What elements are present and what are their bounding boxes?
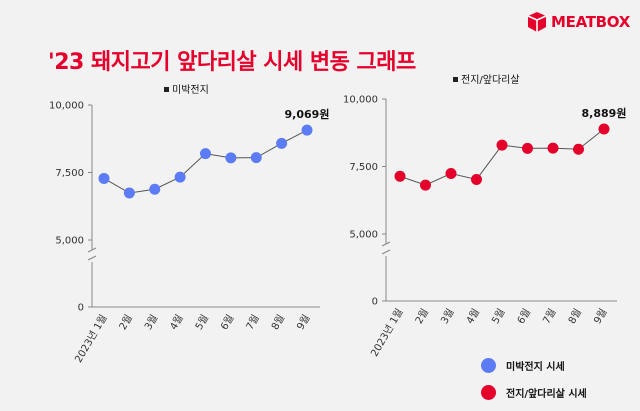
data-point xyxy=(471,173,482,185)
data-point xyxy=(598,123,610,135)
x-tick-label: 6월 xyxy=(218,313,236,332)
data-point xyxy=(174,171,186,183)
x-tick-label: 8월 xyxy=(269,313,287,332)
box-logo-icon xyxy=(527,12,547,32)
y-tick-label: 5,000 xyxy=(349,230,378,241)
data-point xyxy=(98,172,110,184)
data-point xyxy=(394,170,406,182)
x-tick-label: 8월 xyxy=(566,307,584,326)
data-point xyxy=(420,179,431,191)
chart-1: 0 5,000 7,500 10,000 2023년 1월 2월 3월 4월 5월 6월 7월 8월 9… xyxy=(49,84,329,365)
data-point xyxy=(250,152,262,164)
data-point xyxy=(149,183,161,195)
data-point xyxy=(573,143,584,155)
data-point xyxy=(547,142,559,154)
series-line xyxy=(399,128,605,186)
legend-label: 전지/앞다리살 xyxy=(461,74,520,86)
data-point xyxy=(276,137,288,149)
data-point xyxy=(225,152,237,164)
legend-marker xyxy=(453,77,458,82)
y-tick-label: 10,000 xyxy=(49,101,84,112)
x-tick-label: 7월 xyxy=(540,307,558,326)
x-tick-label: 2023년 1월 xyxy=(73,313,110,365)
data-label-last: 8,889원 xyxy=(582,106,627,120)
y-tick-label: 7,500 xyxy=(349,162,378,173)
x-tick-label: 4월 xyxy=(168,313,186,332)
data-point xyxy=(200,148,211,160)
legend-label-jeonji: 전지/앞다리살 시세 xyxy=(506,388,587,400)
x-tick-label: 6월 xyxy=(515,307,533,326)
axis-break-mark xyxy=(381,241,391,255)
x-tick-label: 4월 xyxy=(464,307,482,326)
brand-logo-text: MEATBOX xyxy=(551,13,630,31)
x-tick-label: 3월 xyxy=(142,313,160,332)
axis-break-mark xyxy=(87,247,97,261)
y-tick-label: 10,000 xyxy=(343,95,378,106)
x-tick-label: 9월 xyxy=(591,307,609,326)
legend-swatch-jeonji xyxy=(481,384,496,400)
chart-2: 0 5,000 7,500 10,000 2023년 1월 2월 3월 4월 5월 6월 7월 8월 9… xyxy=(343,74,626,359)
bottom-legend: 미박전지 시세 전지/앞다리살 시세 xyxy=(481,356,587,410)
y-tick-label: 5,000 xyxy=(55,236,84,247)
x-tick-label: 2월 xyxy=(413,307,431,326)
legend-item-mibak: 미박전지 시세 xyxy=(481,356,587,374)
x-tick-label: 2023년 1월 xyxy=(369,307,406,359)
x-tick-label: 2월 xyxy=(117,313,135,332)
legend-swatch-mibak xyxy=(481,357,496,373)
x-tick-label: 3월 xyxy=(438,307,456,326)
legend-label-mibak: 미박전지 시세 xyxy=(506,361,565,373)
series-line xyxy=(103,129,308,194)
y-tick-label: 7,500 xyxy=(55,168,84,179)
data-point xyxy=(123,187,135,199)
x-tick-label: 5월 xyxy=(489,307,507,326)
page-title: '23 돼지고기 앞다리살 시세 변동 그래프 xyxy=(48,50,416,75)
brand-logo: MEATBOX xyxy=(526,9,636,35)
x-tick-label: 9월 xyxy=(294,313,312,332)
legend-label: 미박전지 xyxy=(172,84,209,96)
legend-marker xyxy=(164,87,169,92)
data-point xyxy=(301,124,313,136)
x-tick-label: 5월 xyxy=(193,313,211,332)
y-tick-label: 0 xyxy=(78,303,84,314)
x-tick-label: 7월 xyxy=(244,313,262,332)
data-point xyxy=(445,168,457,180)
y-tick-label: 0 xyxy=(372,297,378,308)
data-point xyxy=(522,142,533,154)
data-point xyxy=(496,139,508,151)
data-label-last: 9,069원 xyxy=(285,107,330,121)
legend-item-jeonji: 전지/앞다리살 시세 xyxy=(481,383,587,401)
